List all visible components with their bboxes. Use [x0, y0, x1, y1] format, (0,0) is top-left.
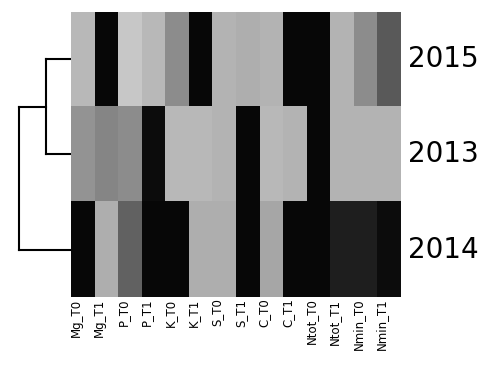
Text: 2014: 2014	[408, 236, 478, 264]
Text: 2013: 2013	[408, 140, 478, 169]
Text: 2015: 2015	[408, 45, 478, 73]
